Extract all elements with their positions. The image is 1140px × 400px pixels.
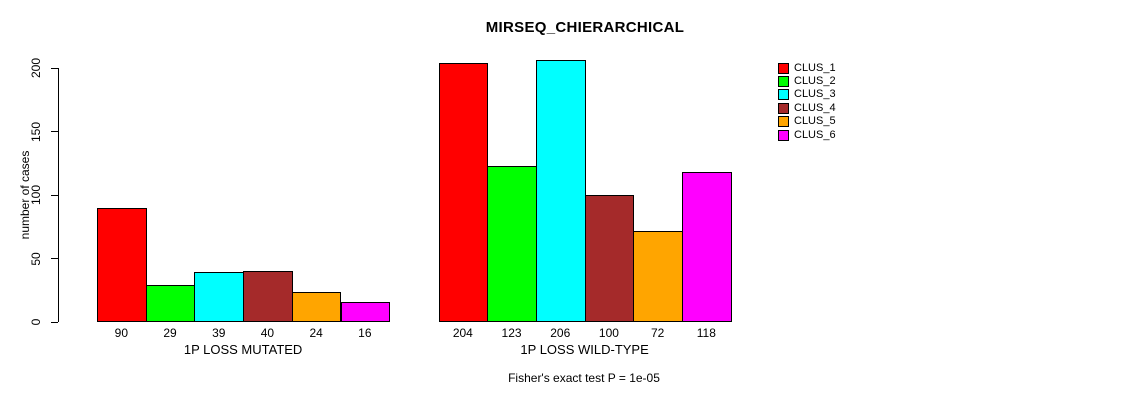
bar-value-label: 90 xyxy=(114,326,129,340)
legend-label: CLUS_3 xyxy=(794,88,836,101)
legend-label: CLUS_5 xyxy=(794,115,836,128)
bar xyxy=(438,63,489,322)
bar-value-label: 40 xyxy=(260,326,275,340)
y-tick-label: 0 xyxy=(29,318,43,326)
y-tick xyxy=(51,321,58,323)
bar xyxy=(633,231,683,322)
bar xyxy=(194,272,245,322)
bar xyxy=(535,60,586,322)
bar-value-label: 39 xyxy=(212,326,226,340)
annotation-text: Fisher's exact test P = 1e-05 xyxy=(508,371,660,385)
chart-title: MIRSEQ_CHIERARCHICAL xyxy=(485,19,685,36)
y-tick-label: 200 xyxy=(29,57,43,79)
legend-swatch xyxy=(778,75,789,87)
y-tick-label: 100 xyxy=(29,184,43,206)
bar-value-label: 24 xyxy=(309,326,323,340)
bar-value-label: 29 xyxy=(163,326,177,340)
legend-swatch xyxy=(778,116,789,128)
legend-label: CLUS_2 xyxy=(794,74,836,87)
bar xyxy=(291,292,342,322)
bar-value-label: 72 xyxy=(650,326,665,340)
y-tick xyxy=(51,258,58,259)
y-axis-line xyxy=(58,68,59,322)
y-tick xyxy=(51,131,58,132)
group-label: 1P LOSS WILD-TYPE xyxy=(520,342,649,357)
bar xyxy=(584,195,635,322)
y-tick-label: 50 xyxy=(29,251,43,266)
y-tick xyxy=(51,194,58,196)
bar xyxy=(97,208,147,322)
legend-label: CLUS_4 xyxy=(794,101,836,114)
bar xyxy=(243,271,293,322)
group-label: 1P LOSS MUTATED xyxy=(183,342,303,357)
bar-value-label: 118 xyxy=(696,326,716,340)
bar-value-label: 16 xyxy=(358,326,372,340)
legend-swatch xyxy=(778,129,789,141)
bar xyxy=(145,285,196,322)
legend-label: CLUS_6 xyxy=(794,128,836,141)
legend-label: CLUS_1 xyxy=(794,61,836,74)
bar xyxy=(340,302,391,322)
bar-value-label: 204 xyxy=(452,326,473,340)
y-tick-label: 150 xyxy=(29,121,43,142)
y-tick xyxy=(51,67,58,69)
bar-value-label: 123 xyxy=(501,326,522,340)
legend-swatch xyxy=(778,102,789,114)
legend-swatch xyxy=(778,62,789,74)
legend-swatch xyxy=(778,89,789,101)
bar-value-label: 206 xyxy=(550,326,571,340)
bar xyxy=(487,166,537,322)
bar xyxy=(682,172,732,322)
bar-value-label: 100 xyxy=(598,326,619,340)
